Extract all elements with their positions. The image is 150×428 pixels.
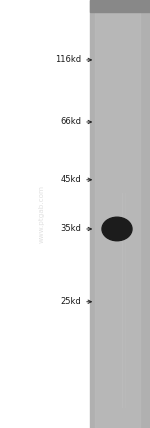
Ellipse shape bbox=[102, 217, 132, 241]
Bar bbox=[90, 0, 150, 12]
Text: 116kd: 116kd bbox=[55, 55, 81, 65]
Bar bbox=[90, 0, 150, 428]
Text: 66kd: 66kd bbox=[60, 117, 81, 127]
Bar bbox=[94, 0, 140, 428]
Text: 35kd: 35kd bbox=[60, 224, 81, 234]
Text: www.ptgab.com: www.ptgab.com bbox=[39, 185, 45, 243]
Text: 45kd: 45kd bbox=[60, 175, 81, 184]
Text: 25kd: 25kd bbox=[60, 297, 81, 306]
